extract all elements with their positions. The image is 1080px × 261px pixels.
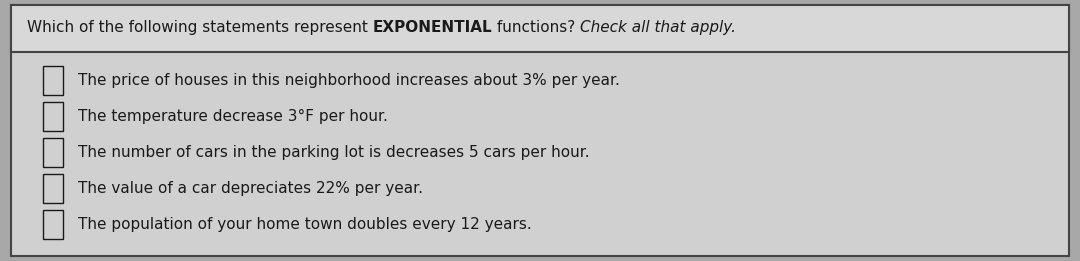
FancyBboxPatch shape	[43, 102, 63, 131]
Text: EXPONENTIAL: EXPONENTIAL	[373, 20, 492, 35]
FancyBboxPatch shape	[11, 5, 1069, 52]
FancyBboxPatch shape	[43, 174, 63, 203]
Text: The value of a car depreciates 22% per year.: The value of a car depreciates 22% per y…	[78, 181, 422, 196]
FancyBboxPatch shape	[43, 210, 63, 239]
Text: Which of the following statements represent: Which of the following statements repres…	[27, 20, 373, 35]
FancyBboxPatch shape	[43, 66, 63, 95]
Text: The price of houses in this neighborhood increases about 3% per year.: The price of houses in this neighborhood…	[78, 73, 620, 88]
Text: The temperature decrease 3°F per hour.: The temperature decrease 3°F per hour.	[78, 109, 388, 124]
Text: Check all that apply.: Check all that apply.	[581, 20, 737, 35]
FancyBboxPatch shape	[43, 138, 63, 167]
FancyBboxPatch shape	[11, 5, 1069, 256]
Text: functions?: functions?	[492, 20, 581, 35]
Text: The population of your home town doubles every 12 years.: The population of your home town doubles…	[78, 217, 531, 232]
Text: The number of cars in the parking lot is decreases 5 cars per hour.: The number of cars in the parking lot is…	[78, 145, 590, 160]
